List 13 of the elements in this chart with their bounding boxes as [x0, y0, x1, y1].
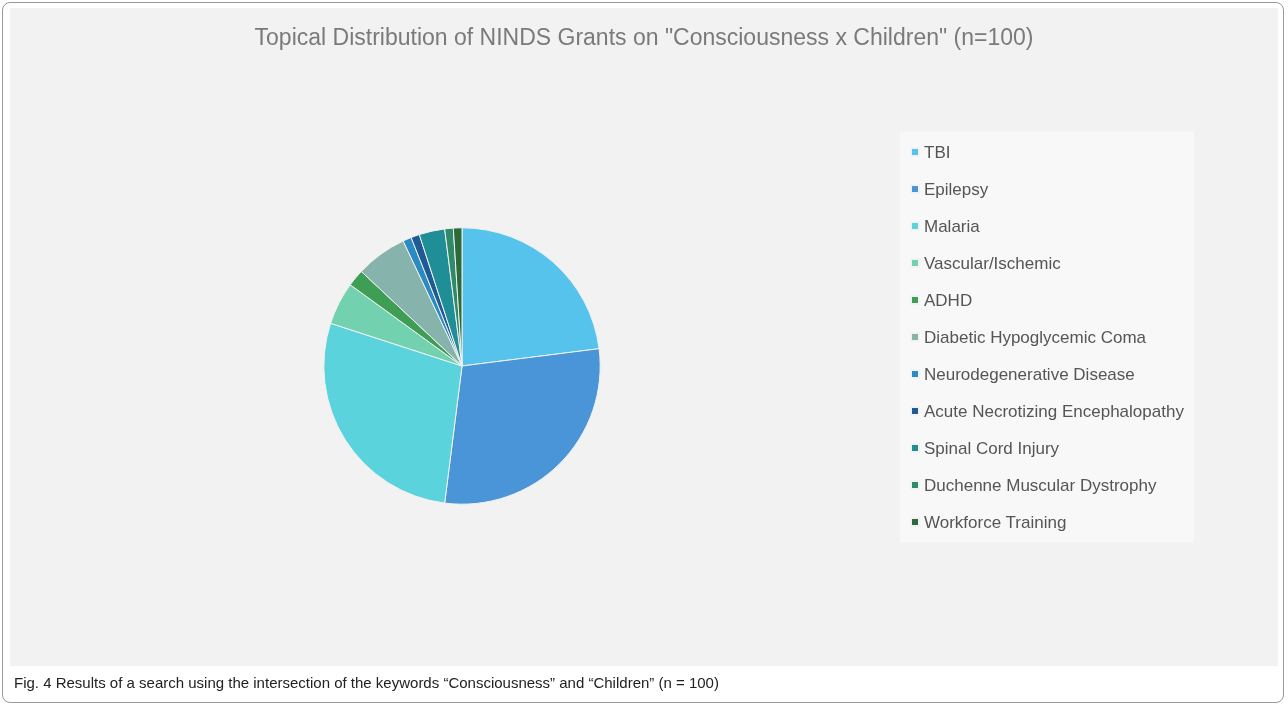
legend-label: Acute Necrotizing Encephalopathy: [924, 401, 1185, 421]
legend-label: ADHD: [924, 290, 973, 310]
legend-label: Neurodegenerative Disease: [924, 364, 1135, 384]
legend-label: Malaria: [924, 216, 981, 236]
legend-label: Duchenne Muscular Dystrophy: [924, 475, 1157, 495]
chart-title: Topical Distribution of NINDS Grants on "Consciousness x Children" (n=100): [254, 23, 1034, 50]
legend-label: Workforce Training: [924, 512, 1067, 532]
legend-label: TBI: [924, 142, 951, 162]
legend-label: Epilepsy: [924, 179, 989, 199]
caption: Fig. 4 Results of a search using the intersection of the keywords “Consciousness” and “Children” (n = 100): [14, 674, 719, 691]
legend-label: Diabetic Hypoglycemic Coma: [924, 327, 1147, 347]
legend-label: Vascular/Ischemic: [924, 253, 1062, 273]
legend-label: Spinal Cord Injury: [924, 438, 1060, 458]
